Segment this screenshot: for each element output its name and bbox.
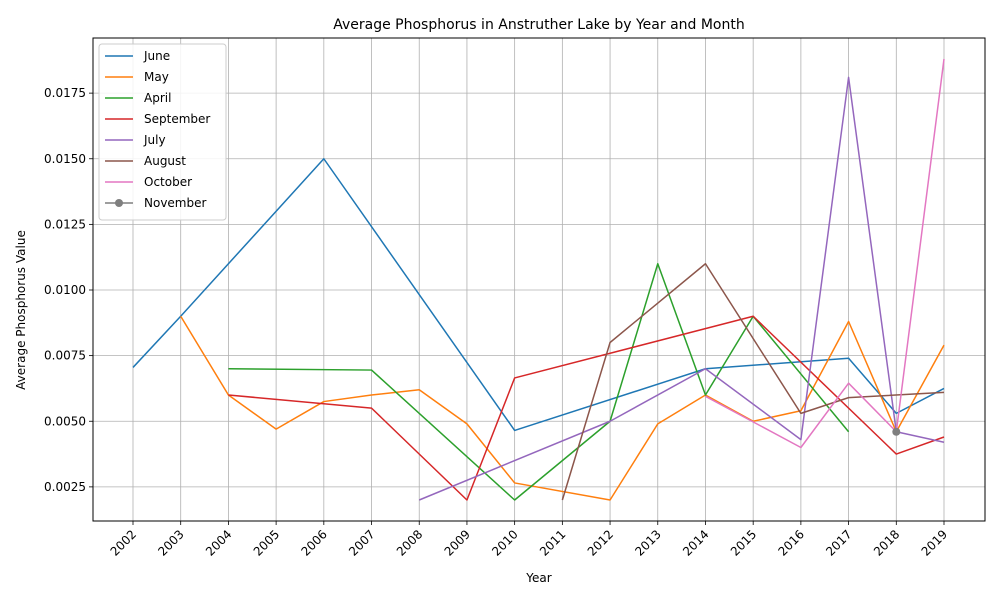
legend-label: October [144, 175, 192, 189]
series-layer [132, 58, 945, 501]
x-tick-label: 2002 [108, 527, 139, 558]
y-tick-label: 0.0175 [44, 86, 86, 100]
series-line-may [180, 315, 945, 501]
x-tick-label: 2015 [728, 527, 759, 558]
x-tick-label: 2006 [298, 527, 329, 558]
series-line-april [228, 263, 850, 501]
x-tick-label: 2011 [537, 527, 568, 558]
series-line-september [228, 315, 945, 501]
y-tick-label: 0.0100 [44, 283, 86, 297]
series-line-august [561, 263, 945, 501]
chart-title: Average Phosphorus in Anstruther Lake by… [333, 17, 745, 33]
x-tick-label: 2019 [919, 527, 950, 558]
x-tick-label: 2009 [442, 527, 473, 558]
x-tick-label: 2003 [155, 527, 186, 558]
legend: June May April September July August October No… [98, 43, 227, 221]
legend-marker-november [115, 199, 123, 207]
series-line-july [418, 76, 945, 501]
legend-label: April [144, 91, 171, 105]
plot-frame [92, 37, 986, 522]
grid-layer [93, 38, 985, 521]
legend-label: September [144, 112, 210, 126]
y-tick-label: 0.0050 [44, 414, 86, 428]
x-tick-label: 2014 [680, 527, 711, 558]
legend-label: June [143, 49, 170, 63]
x-tick-label: 2005 [251, 527, 282, 558]
legend-label: July [143, 133, 166, 147]
y-tick-label: 0.0025 [44, 480, 86, 494]
legend-label: May [144, 70, 169, 84]
series-line-june [132, 158, 945, 432]
x-tick-label: 2012 [585, 527, 616, 558]
x-tick-label: 2010 [489, 527, 520, 558]
x-axis-label: Year [525, 571, 551, 585]
legend-label: November [144, 196, 206, 210]
y-tick-label: 0.0075 [44, 349, 86, 363]
x-tick-label: 2017 [823, 527, 854, 558]
y-tick-label: 0.0150 [44, 152, 86, 166]
series-point-november [892, 427, 901, 436]
y-tick-label: 0.0125 [44, 217, 86, 231]
legend-label: August [144, 154, 186, 168]
y-axis-label: Average Phosphorus Value [14, 230, 28, 390]
x-tick-label: 2004 [203, 527, 234, 558]
x-tick-label: 2008 [394, 527, 425, 558]
x-tick-label: 2018 [871, 527, 902, 558]
x-tick-label: 2016 [776, 527, 807, 558]
ticks-layer: 2002 2003 2004 2005 2006 2007 2008 2009 2010 2011… [44, 86, 950, 559]
legend-box [98, 43, 227, 221]
series-line-october [705, 58, 945, 449]
x-tick-label: 2013 [632, 527, 663, 558]
x-tick-label: 2007 [346, 527, 377, 558]
